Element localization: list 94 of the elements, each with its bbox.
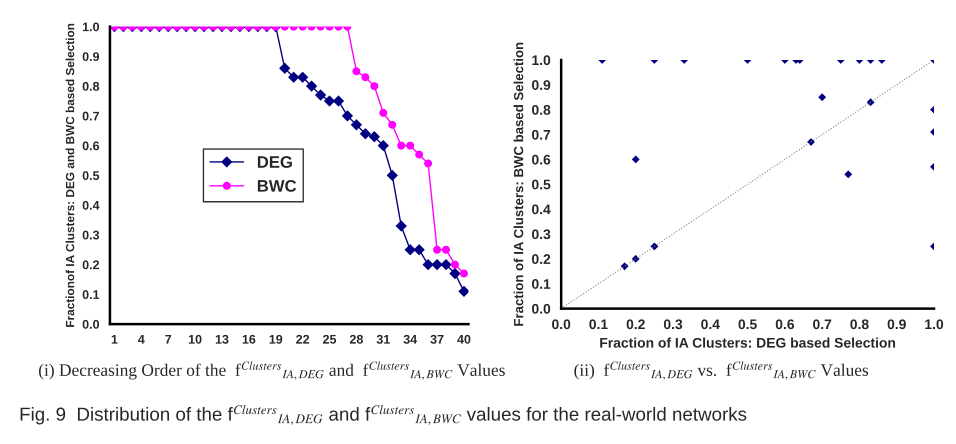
x-tick-label: 4 (138, 334, 145, 344)
point (350, 119, 362, 130)
point (297, 72, 308, 83)
legend-label: DEG (258, 156, 292, 168)
y-tick-label: 0.7 (532, 130, 550, 140)
point (324, 96, 335, 106)
x-tick-label: 25 (323, 334, 336, 344)
point (397, 142, 406, 150)
y-tick-label: 0.3 (532, 229, 550, 240)
y-tick-label: 0.2 (82, 260, 100, 270)
point (361, 73, 370, 82)
y-tick-label: 0.1 (532, 279, 550, 289)
x-tick-label: 0.6 (776, 319, 794, 330)
point (333, 96, 344, 106)
x-tick-label: 13 (216, 334, 228, 344)
y-tick-label: 0.8 (532, 105, 550, 115)
y-tick-label: 0.4 (532, 204, 551, 214)
x-tick-label: 0.8 (850, 319, 869, 330)
y-tick-label: 0.6 (532, 154, 550, 165)
y-tick-label: 0.3 (82, 230, 100, 240)
point (388, 120, 396, 129)
point (396, 220, 407, 232)
point (406, 142, 414, 150)
point (386, 170, 398, 181)
x-tick-label: 0.5 (738, 319, 757, 330)
point (306, 80, 318, 92)
y-tick-label: 0.7 (82, 112, 99, 121)
x-tick-label: 16 (242, 334, 256, 344)
y-axis-title: Fractionof IA Clusters: DEG and BWC based Selection (66, 24, 74, 327)
point (432, 259, 442, 270)
point (632, 155, 640, 164)
x-tick-label: 0.9 (888, 319, 906, 330)
point (442, 246, 450, 254)
y-tick-label: 0.9 (82, 52, 100, 62)
x-tick-label: 7 (165, 334, 172, 344)
point (288, 72, 300, 83)
point (458, 286, 468, 297)
point (379, 108, 388, 117)
point (818, 93, 826, 102)
point (650, 242, 658, 250)
point (422, 259, 434, 270)
point (279, 62, 290, 74)
x-tick-label: 19 (270, 334, 282, 344)
x-tick-label: 0.2 (626, 319, 645, 330)
y-tick-label: 1.0 (532, 55, 550, 66)
point (370, 82, 378, 90)
y-tick-label: 0.5 (82, 171, 100, 180)
y-axis-title: Fraction of IA Clusters: BWC based Selection (514, 42, 524, 326)
x-tick-label: 1 (112, 334, 118, 344)
y-tick-label: 1.0 (82, 22, 100, 32)
text: (ii) f$^{Clusters}$$_{IA,DEG}$ vs. f$^{Clusters}$$_{IA,BWC}$ Values (574, 361, 868, 380)
point (368, 131, 380, 142)
point (378, 140, 389, 152)
legend-label: BWC (258, 180, 296, 192)
point (460, 270, 468, 278)
x-tick-label: 34 (404, 334, 418, 344)
point (866, 98, 875, 106)
x-tick-label: 0.1 (589, 319, 608, 330)
y-tick-label: 0.2 (532, 254, 550, 264)
x-tick-label: 0.4 (701, 319, 720, 330)
caption: Fig. 9 Distribution of the f$^{Clusters}$$_{IA,DEG}$ and f$^{Clusters}$$_{IA,BWC}$ values for the real-world networks (20, 405, 746, 425)
point (620, 262, 628, 270)
y-tick-label: 0.1 (82, 290, 100, 300)
point (424, 159, 432, 168)
y-tick-label: 0.6 (82, 141, 100, 150)
x-tick-label: 28 (350, 334, 363, 344)
y-tick-label: 0.5 (532, 180, 550, 190)
point (844, 170, 852, 178)
text: (i) Decreasing Order of the f$^{Clusters}$$_{IA,DEG}$ and f$^{Clusters}$$_{IA,BWC}$ Values (39, 361, 505, 380)
x-tick-label: 31 (376, 334, 390, 344)
y-tick-label: 0.0 (532, 304, 550, 314)
point (414, 244, 425, 256)
x-tick-label: 1.0 (925, 319, 944, 330)
x-tick-label: 0.0 (552, 319, 570, 330)
y-tick-label: 0.8 (82, 82, 100, 91)
point (342, 110, 353, 122)
x-tick-label: 0.7 (813, 319, 832, 330)
point (315, 90, 326, 100)
x-tick-label: 22 (296, 334, 310, 344)
point (451, 260, 459, 269)
point (440, 259, 452, 270)
y-tick-label: 0.9 (532, 80, 550, 90)
x-tick-label: 40 (457, 334, 470, 344)
y-tick-label: 0.4 (82, 200, 100, 210)
point (404, 244, 416, 256)
point (415, 150, 424, 159)
x-tick-label: 10 (188, 334, 202, 344)
x-tick-label: 0.3 (664, 319, 682, 330)
point (360, 128, 371, 140)
x-tick-label: 37 (430, 334, 444, 344)
x-axis-title: Fraction of IA Clusters: DEG based Selection (600, 338, 896, 348)
point (352, 67, 360, 76)
point (433, 246, 442, 254)
point (450, 268, 460, 279)
